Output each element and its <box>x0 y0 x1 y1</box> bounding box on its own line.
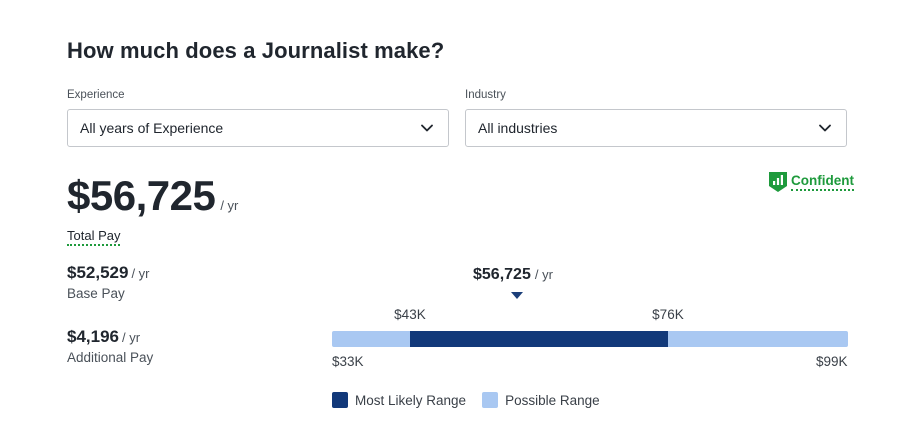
base-pay-label: Base Pay <box>67 286 125 301</box>
page-title: How much does a Journalist make? <box>67 38 445 63</box>
range-max-label: $99K <box>816 354 848 369</box>
confidence-shield-icon <box>769 172 787 192</box>
total-pay-amount: $56,725 <box>67 172 216 219</box>
legend-item-likely: Most Likely Range <box>332 392 466 408</box>
base-pay-unit: / yr <box>131 266 150 281</box>
legend-item-possible: Possible Range <box>482 392 600 408</box>
range-min-label: $33K <box>332 354 364 369</box>
legend-label-likely: Most Likely Range <box>355 392 467 408</box>
range-legend: Most Likely Range Possible Range <box>332 392 616 408</box>
likely-high-label: $76K <box>652 307 684 322</box>
legend-swatch-possible <box>482 392 499 408</box>
median-pay-amount: $56,725 <box>473 266 531 283</box>
chevron-down-icon <box>421 124 433 132</box>
base-pay-amount: $52,529 <box>67 263 129 282</box>
additional-pay-unit: / yr <box>122 330 141 345</box>
additional-pay: $4,196/ yr Additional Pay <box>67 327 153 365</box>
total-pay-label[interactable]: Total Pay <box>67 228 121 246</box>
median-pay-label: $56,725 / yr <box>473 266 553 284</box>
additional-pay-label: Additional Pay <box>67 350 154 365</box>
median-marker-icon <box>511 292 524 299</box>
experience-label: Experience <box>67 89 125 101</box>
possible-range-bar <box>332 331 848 347</box>
legend-label-possible: Possible Range <box>505 392 600 408</box>
likely-low-label: $43K <box>394 307 426 322</box>
industry-select-value: All industries <box>478 120 558 136</box>
chevron-down-icon <box>819 124 831 132</box>
confidence-label: Confident <box>791 173 854 191</box>
experience-select-value: All years of Experience <box>80 120 224 136</box>
legend-swatch-likely <box>332 392 348 408</box>
likely-range-bar <box>410 331 669 347</box>
industry-label: Industry <box>465 89 506 101</box>
industry-select[interactable]: All industries <box>465 109 847 147</box>
experience-select[interactable]: All years of Experience <box>67 109 449 147</box>
base-pay: $52,529/ yr Base Pay <box>67 263 150 301</box>
confidence-badge[interactable]: Confident <box>768 171 854 193</box>
total-pay-unit: / yr <box>220 198 239 213</box>
total-pay: $56,725 / yr <box>67 172 238 220</box>
median-pay-unit: / yr <box>534 267 553 282</box>
additional-pay-amount: $4,196 <box>67 327 119 346</box>
